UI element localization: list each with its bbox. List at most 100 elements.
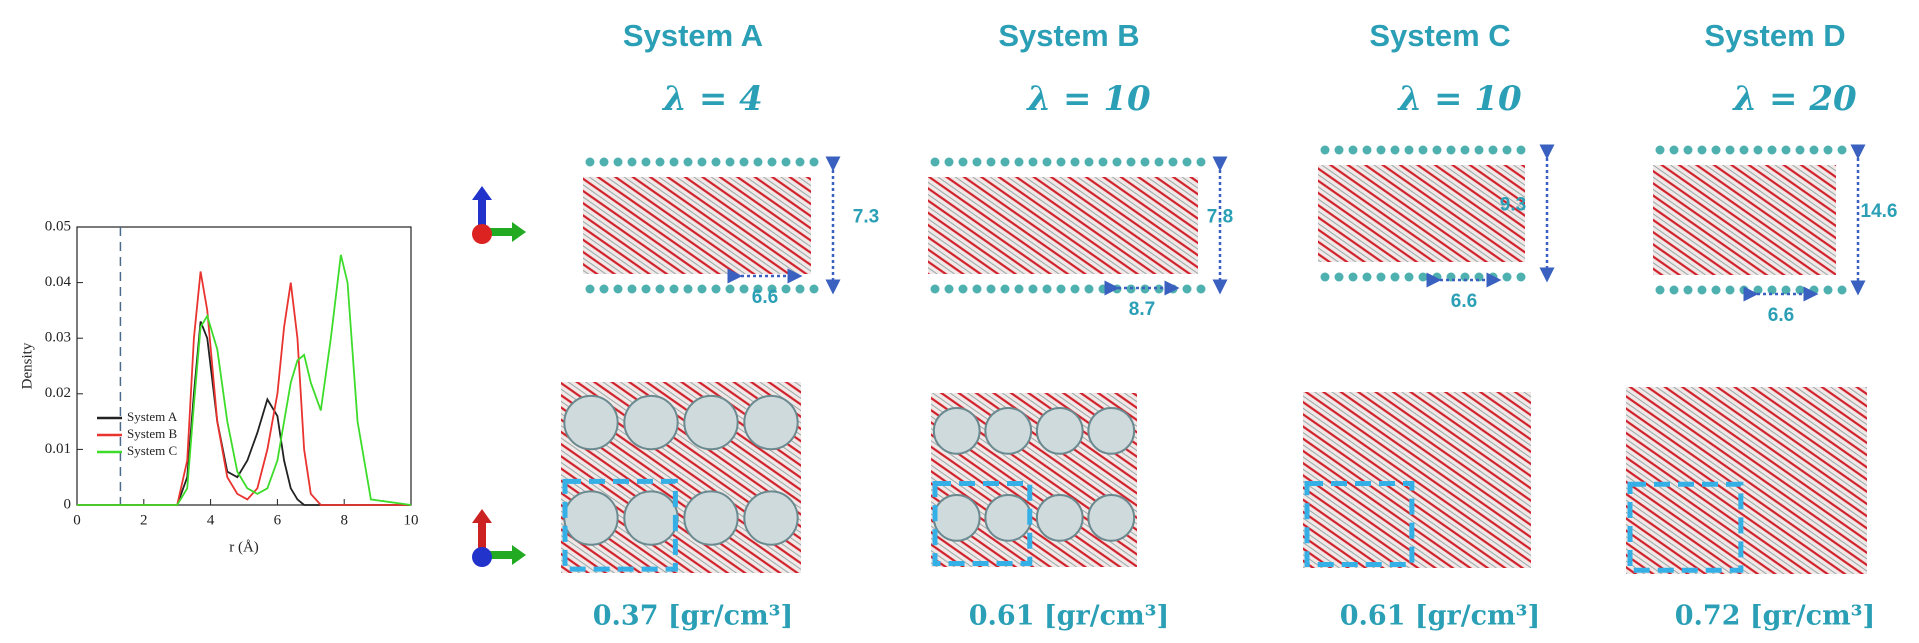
atom: [1782, 146, 1791, 155]
atom: [1824, 286, 1833, 295]
surfactant: [985, 408, 1031, 454]
atom: [1057, 158, 1066, 167]
atom: [712, 158, 721, 167]
atom: [973, 158, 982, 167]
atom: [1489, 146, 1498, 155]
surfactant: [934, 408, 980, 454]
atom: [726, 158, 735, 167]
y-tick-label: 0: [64, 496, 72, 512]
surfactant: [564, 491, 617, 544]
figure: Density r (Å) 024681000.010.020.030.040.…: [0, 0, 1919, 643]
atom: [1043, 158, 1052, 167]
atom: [698, 158, 707, 167]
density-label: 0.61 [gr/cm³]: [969, 601, 1170, 632]
atom: [1740, 146, 1749, 155]
surfactant: [684, 491, 737, 544]
atom: [1475, 146, 1484, 155]
atom: [931, 158, 940, 167]
surfactant: [934, 495, 980, 541]
atom: [600, 285, 609, 294]
atom: [726, 285, 735, 294]
surfactant: [744, 491, 797, 544]
atom: [1824, 146, 1833, 155]
atom: [1169, 158, 1178, 167]
atom: [1447, 146, 1456, 155]
atom: [959, 285, 968, 294]
atom: [1810, 146, 1819, 155]
atom: [768, 158, 777, 167]
atom: [600, 158, 609, 167]
surfactant: [564, 396, 617, 449]
density-label: 0.37 [gr/cm³]: [593, 601, 794, 632]
atom: [1712, 286, 1721, 295]
atom: [1726, 146, 1735, 155]
atom: [782, 285, 791, 294]
atom: [796, 158, 805, 167]
atom: [1335, 146, 1344, 155]
atom: [1698, 146, 1707, 155]
atom: [1670, 286, 1679, 295]
y-tick-label: 0.03: [45, 330, 71, 346]
x-tick-label: 6: [274, 512, 282, 528]
atom: [740, 285, 749, 294]
legend-label: System C: [127, 443, 177, 458]
atom: [1419, 146, 1428, 155]
atom: [1684, 146, 1693, 155]
thickness-label: 7.8: [1207, 207, 1233, 228]
atom: [1029, 158, 1038, 167]
atom: [796, 285, 805, 294]
axes-icon: [472, 186, 526, 244]
atom: [586, 285, 595, 294]
lambda-label: λ = 10: [1025, 79, 1151, 119]
atom: [1503, 146, 1512, 155]
atom: [1698, 286, 1707, 295]
atom: [1740, 286, 1749, 295]
water-top-view: [1303, 392, 1531, 568]
atom: [1349, 146, 1358, 155]
lambda-label: λ = 20: [1731, 79, 1857, 119]
water-layer: [1318, 165, 1525, 262]
atom: [945, 158, 954, 167]
atom: [642, 158, 651, 167]
atom: [1838, 146, 1847, 155]
spacing-label: 8.7: [1129, 299, 1155, 320]
atom: [931, 285, 940, 294]
atom: [670, 158, 679, 167]
surfactant: [624, 396, 677, 449]
atom: [1377, 273, 1386, 282]
y-axis-label: Density: [19, 342, 35, 389]
atom: [1670, 146, 1679, 155]
atom: [628, 285, 637, 294]
surfactant: [1088, 408, 1134, 454]
x-tick-label: 10: [404, 512, 419, 528]
y-tick-label: 0.05: [45, 218, 71, 234]
atom: [1155, 158, 1164, 167]
atom: [1656, 146, 1665, 155]
spacing-label: 6.6: [1768, 305, 1794, 326]
atom: [1838, 286, 1847, 295]
atom: [1517, 273, 1526, 282]
atom: [1335, 273, 1344, 282]
atom: [712, 285, 721, 294]
atom: [1015, 158, 1024, 167]
atom: [1363, 146, 1372, 155]
y-tick-label: 0.02: [45, 385, 71, 401]
panel-title: System C: [1369, 18, 1510, 53]
water-layer: [1653, 165, 1836, 275]
atom: [628, 158, 637, 167]
atom: [1197, 285, 1206, 294]
atom: [698, 285, 707, 294]
atom: [1391, 146, 1400, 155]
atom: [987, 285, 996, 294]
y-tick-label: 0.04: [45, 274, 72, 290]
spacing-label: 6.6: [752, 287, 778, 308]
x-tick-label: 0: [73, 512, 81, 528]
water-layer: [583, 177, 811, 274]
y-tick-label: 0.01: [45, 441, 71, 457]
atom: [1517, 146, 1526, 155]
x-tick-label: 2: [140, 512, 148, 528]
atom: [1433, 146, 1442, 155]
atom: [1684, 286, 1693, 295]
atom: [614, 158, 623, 167]
atom: [1001, 285, 1010, 294]
